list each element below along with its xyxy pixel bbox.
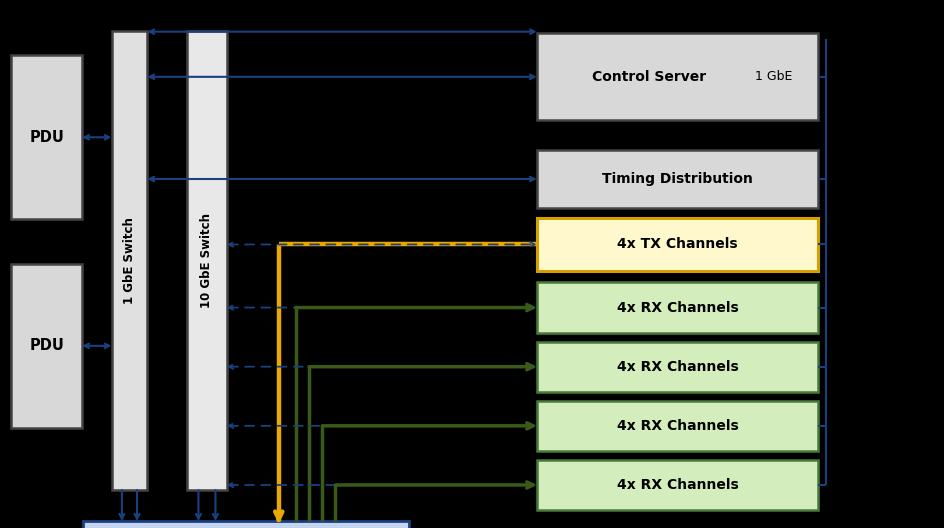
Text: PDU: PDU [29,338,64,353]
Bar [11,264,82,428]
Text: 4x RX Channels: 4x RX Channels [616,419,737,433]
Bar [536,150,818,208]
Bar [536,342,818,392]
Bar [11,55,82,219]
Text: 1 GbE: 1 GbE [754,70,791,83]
Text: 4x RX Channels: 4x RX Channels [616,360,737,374]
Text: 4x RX Channels: 4x RX Channels [616,300,737,315]
Bar [536,401,818,451]
Bar [536,218,818,271]
Text: Control Server: Control Server [592,70,706,84]
Text: 1 GbE Switch: 1 GbE Switch [123,217,136,304]
Bar [111,31,147,490]
Text: PDU: PDU [29,130,64,145]
Bar [536,282,818,333]
Text: 4x TX Channels: 4x TX Channels [616,238,737,251]
Text: 10 GbE Switch: 10 GbE Switch [200,213,213,308]
Bar [187,31,227,490]
Bar [536,460,818,510]
Bar [83,521,409,528]
Text: 4x RX Channels: 4x RX Channels [616,478,737,492]
Bar [536,33,818,120]
Text: Timing Distribution: Timing Distribution [601,172,752,186]
